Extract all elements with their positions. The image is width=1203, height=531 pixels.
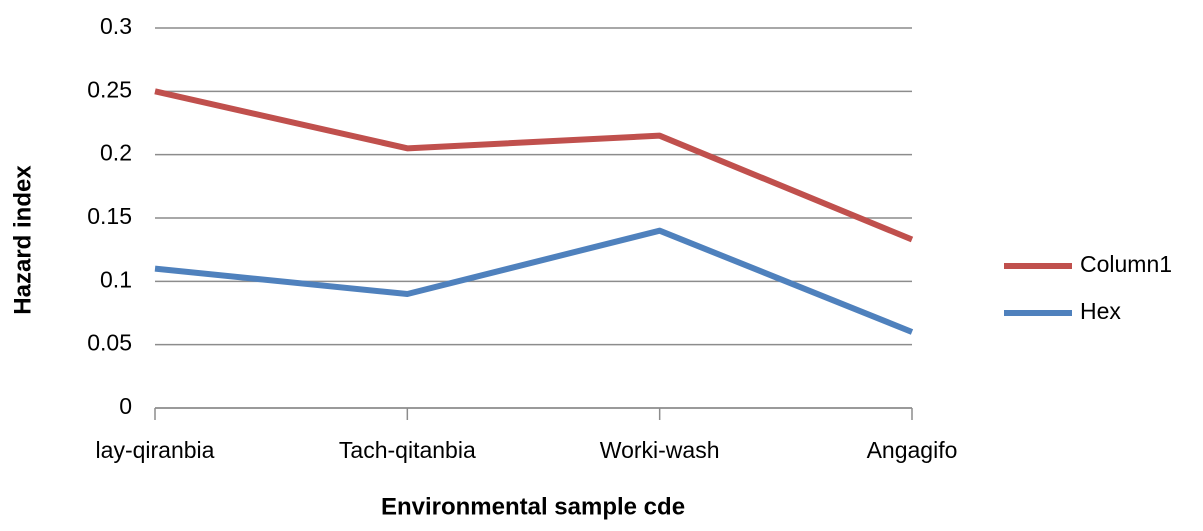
y-tick-label: 0.05 (87, 330, 132, 356)
series-line (154, 88, 914, 243)
legend-label: Column1 (1080, 251, 1172, 277)
y-axis-title: Hazard index (9, 165, 36, 315)
y-tick-label: 0 (119, 393, 132, 419)
y-tick-label: 0.1 (100, 266, 132, 292)
x-tick-label: Angagifo (867, 437, 958, 463)
x-tick-label: Worki-wash (600, 437, 720, 463)
y-tick-label: 0.3 (100, 13, 132, 39)
x-tick-label: Tach-qitanbia (339, 437, 476, 463)
y-tick-label: 0.2 (100, 140, 132, 166)
legend-label: Hex (1080, 298, 1121, 324)
x-tick-label: lay-qiranbia (96, 437, 215, 463)
series-line (154, 227, 914, 335)
y-tick-label: 0.25 (87, 76, 132, 102)
x-axis-title: Environmental sample cde (381, 493, 685, 520)
y-tick-label: 0.15 (87, 203, 132, 229)
